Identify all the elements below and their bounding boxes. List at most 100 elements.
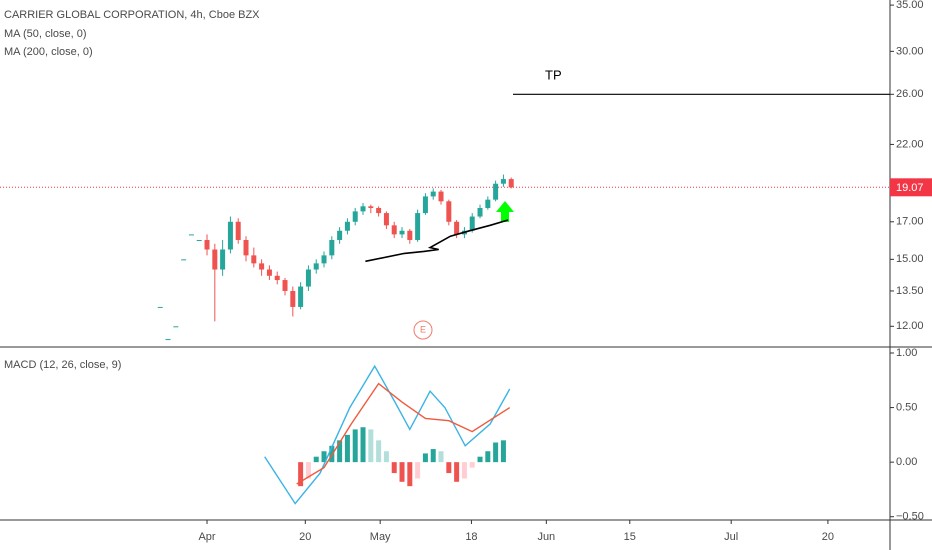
x-tick-label: Apr bbox=[198, 531, 215, 543]
candle-body bbox=[298, 286, 304, 307]
histogram-bar bbox=[298, 462, 304, 487]
ma-line bbox=[365, 219, 509, 263]
candle-body bbox=[454, 221, 460, 235]
candle-body bbox=[477, 207, 483, 217]
candle-body bbox=[352, 211, 358, 222]
candle-body bbox=[500, 179, 506, 184]
y-tick-label: −0.50 bbox=[896, 511, 924, 523]
candle-body bbox=[446, 201, 452, 222]
y-tick-label: 0.50 bbox=[896, 401, 917, 413]
candle-body bbox=[282, 280, 288, 291]
candle-body bbox=[173, 326, 179, 328]
histogram-bar bbox=[485, 451, 491, 463]
histogram-bar bbox=[391, 462, 397, 474]
histogram-bar bbox=[461, 462, 467, 479]
x-tick-label: 20 bbox=[822, 531, 834, 543]
candle-body bbox=[196, 239, 202, 241]
y-tick-label: 35.00 bbox=[896, 0, 924, 11]
candle-body bbox=[204, 239, 210, 250]
histogram-bar bbox=[337, 440, 343, 463]
histogram-bar bbox=[360, 427, 366, 463]
candle-body bbox=[188, 234, 194, 236]
histogram-bar bbox=[313, 456, 319, 463]
candle-body bbox=[157, 306, 163, 308]
candle-body bbox=[391, 225, 397, 235]
candle-body bbox=[493, 183, 499, 200]
y-tick-label: 26.00 bbox=[896, 88, 924, 100]
candle-body bbox=[407, 230, 413, 240]
candle-body bbox=[259, 263, 265, 270]
histogram-bar bbox=[415, 462, 421, 479]
candle-body bbox=[165, 339, 171, 341]
histogram-bar bbox=[493, 442, 499, 463]
candle-body bbox=[305, 269, 311, 287]
legend-entry: MA (50, close, 0) bbox=[4, 28, 87, 40]
y-tick-label: 12.00 bbox=[896, 320, 924, 332]
histogram-bar bbox=[368, 429, 374, 463]
candle-body bbox=[212, 249, 218, 270]
candle-body bbox=[274, 275, 280, 281]
histogram-bar bbox=[344, 434, 350, 463]
y-tick-label: 0.00 bbox=[896, 456, 917, 468]
candle-body bbox=[469, 216, 475, 231]
y-tick-label: 1.00 bbox=[896, 347, 917, 359]
candle-body bbox=[376, 207, 382, 214]
candle-body bbox=[266, 269, 272, 276]
earnings-marker bbox=[413, 320, 433, 340]
up-arrow bbox=[496, 201, 514, 222]
candle-body bbox=[368, 206, 374, 208]
histogram-bar bbox=[383, 451, 389, 463]
last-price-box bbox=[890, 178, 932, 197]
candle-body bbox=[321, 255, 327, 264]
histogram-bar bbox=[352, 429, 358, 463]
earnings-label: E bbox=[420, 324, 426, 334]
legend-entry: MA (200, close, 0) bbox=[4, 46, 93, 58]
candle-body bbox=[415, 213, 421, 240]
histogram-bar bbox=[305, 462, 311, 479]
candle-body bbox=[422, 196, 428, 214]
x-tick-label: Jul bbox=[724, 531, 738, 543]
candle-body bbox=[360, 206, 366, 212]
histogram-bar bbox=[438, 451, 444, 463]
y-tick-label: 15.00 bbox=[896, 253, 924, 265]
x-tick-label: 18 bbox=[465, 531, 477, 543]
histogram-bar bbox=[477, 456, 483, 463]
histogram-bar bbox=[422, 453, 428, 463]
y-tick-label: 17.00 bbox=[896, 216, 924, 228]
candle-body bbox=[329, 239, 335, 256]
candle-body bbox=[485, 199, 491, 208]
histogram-bar bbox=[376, 440, 382, 463]
histogram-bar bbox=[399, 462, 405, 482]
candle-body bbox=[181, 259, 187, 261]
histogram-bar bbox=[454, 462, 460, 482]
candle-body bbox=[430, 191, 436, 197]
candle-body bbox=[290, 290, 296, 307]
candle-body bbox=[337, 230, 343, 240]
y-tick-label: 13.50 bbox=[896, 285, 924, 297]
tp-label: TP bbox=[545, 67, 562, 82]
candle-body bbox=[383, 213, 389, 226]
candle-body bbox=[438, 191, 444, 202]
y-tick-label: 22.00 bbox=[896, 138, 924, 150]
candle-body bbox=[227, 221, 233, 250]
candle-body bbox=[235, 221, 241, 240]
x-tick-label: Jun bbox=[537, 531, 555, 543]
candle-body bbox=[344, 221, 350, 231]
y-tick-label: 30.00 bbox=[896, 45, 924, 57]
candle-body bbox=[508, 179, 514, 188]
last-price-label: 19.07 bbox=[896, 182, 924, 194]
histogram-bar bbox=[407, 462, 413, 487]
x-tick-label: 20 bbox=[299, 531, 311, 543]
x-tick-label: May bbox=[370, 531, 391, 543]
candle-body bbox=[399, 230, 405, 235]
chart-title: CARRIER GLOBAL CORPORATION, 4h, Cboe BZX bbox=[4, 9, 260, 21]
candle-body bbox=[220, 249, 226, 270]
x-tick-label: 15 bbox=[624, 531, 636, 543]
histogram-bar bbox=[321, 451, 327, 463]
candle-body bbox=[313, 263, 319, 270]
macd-line bbox=[264, 364, 511, 505]
histogram-bar bbox=[500, 440, 506, 463]
histogram-bar bbox=[430, 449, 436, 463]
